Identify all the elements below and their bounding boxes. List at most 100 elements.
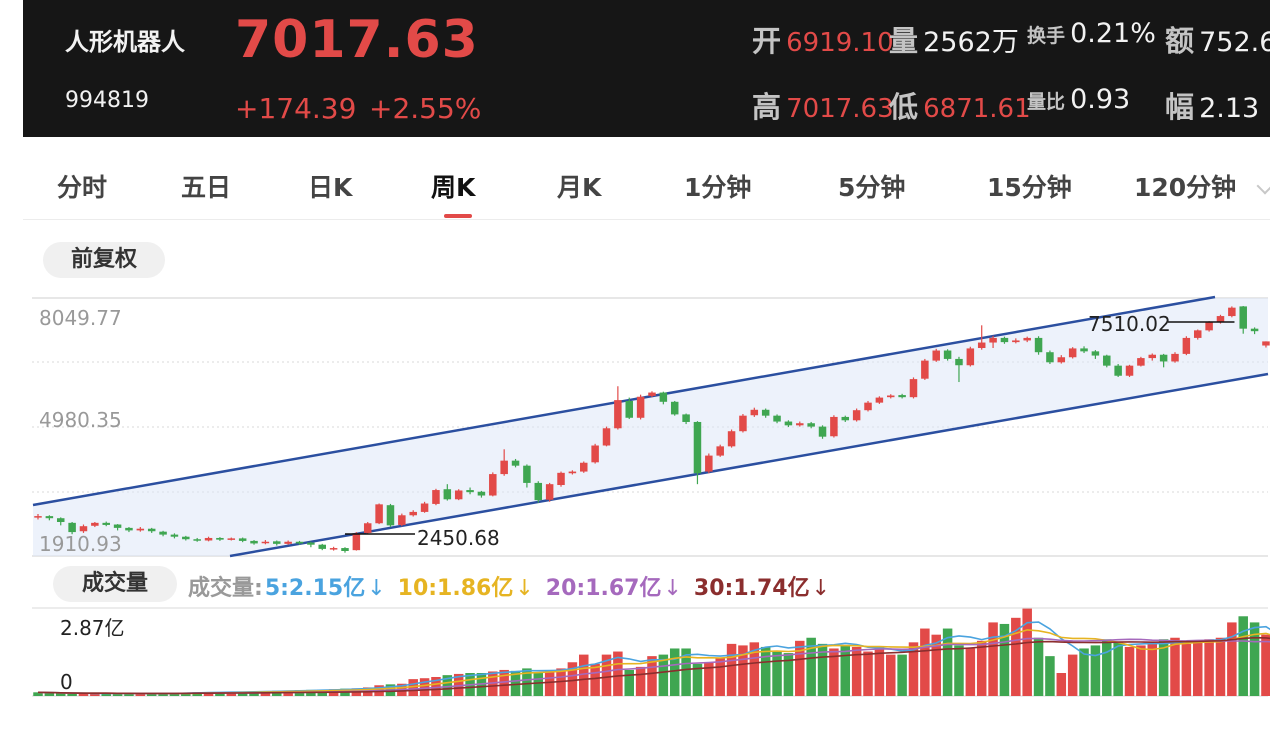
volume-bar [726,643,737,696]
volume-bar [203,692,214,696]
candle-body [250,540,258,544]
ma5-down-arrow-icon: ↓ [367,576,386,601]
tab-1min[interactable]: 1分钟 [684,173,752,202]
volume-bar [738,645,748,696]
candle-body [1000,337,1009,343]
candle-body [125,527,133,531]
ma30-down-arrow-icon: ↓ [811,576,831,601]
candles-group [34,305,1270,553]
candle-body [955,358,963,366]
candle-body [227,538,236,540]
adjust-mode-button[interactable]: 前复权 [43,242,165,278]
amount-stat: 额 752.6 [1165,18,1270,60]
candle-body [477,491,486,496]
tab-5min[interactable]: 5分钟 [838,173,906,202]
candle-body [818,426,827,437]
candle-body [295,541,304,544]
high-value: 7017.63 [786,94,894,124]
candle-body [568,471,577,474]
last-price: 7017.63 [235,10,479,70]
high-stat: 高 7017.63 [752,84,894,126]
volume-bar [192,692,202,696]
volume-ma-lines [37,621,1280,695]
volume-bar [78,693,89,696]
candle-body [238,538,247,541]
tab-five-day[interactable]: 五日 [181,173,232,202]
candle-body [693,421,702,474]
volume-bar [135,693,146,696]
candle-body [318,544,326,549]
open-value: 6919.10 [786,28,894,58]
volume-ma30-line [37,636,1280,695]
volume-bar [1249,622,1260,696]
tab-intraday[interactable]: 分时 [57,173,108,202]
volume-bar [1056,673,1067,696]
candle-body [363,523,372,533]
volume-bar [1124,646,1135,696]
volume-bar [1227,622,1237,696]
turnover-stat: 换手 0.21% [1027,18,1156,49]
volume-bar [158,693,168,696]
candle-body [443,489,452,500]
candle-body [557,472,565,486]
volume-bar [783,653,794,696]
candle-body [102,522,110,525]
volume-bar [237,691,248,696]
volume-bar [931,634,941,696]
range-label: 幅 [1165,90,1195,124]
volume-bar [67,693,77,696]
volume-bar [215,692,225,696]
trend-channel-lower [229,372,1269,558]
candle-body [204,537,213,541]
tab-weekly-k[interactable]: 周K [431,173,476,202]
candle-body [580,462,588,472]
ma10-down-arrow-icon: ↓ [515,576,534,601]
candle-body [1057,357,1066,363]
candle-body [1159,354,1168,362]
volume-bar [851,646,862,696]
low-label: 低 [889,90,919,124]
volume-bar [1238,616,1248,696]
turnover-label: 换手 [1027,25,1066,47]
index-code: 994819 [65,88,149,113]
volume-bar [1079,648,1089,696]
volume-bar [1204,639,1214,696]
volume-ma5: 5:2.15亿 [264,576,366,601]
range-stat: 幅 2.13 [1165,84,1259,126]
candle-body [170,534,179,537]
volume-bar [715,657,725,696]
candle-body [56,518,65,522]
candle-body [887,395,895,398]
candle-body [375,504,383,524]
volume-tick-zero: 0 [60,670,73,694]
price-change: +174.39 [235,92,357,125]
volume-bar [431,676,441,696]
volume-bar [1033,637,1044,696]
candle-body [113,524,122,528]
volume-indicator-button[interactable]: 成交量 [53,566,177,602]
tab-15min[interactable]: 15分钟 [987,173,1072,202]
volume-bar [613,651,623,696]
ratio-label: 量比 [1027,91,1066,113]
candle-body [1103,355,1111,366]
candle-body [534,482,543,501]
candle-body [1034,337,1043,353]
candle-body [682,414,690,422]
volume-tick-max: 2.87亿 [60,616,125,640]
candle-body [807,423,815,427]
tab-monthly-k[interactable]: 月K [557,173,602,202]
candle-body [34,516,42,518]
candle-body [841,416,850,421]
volume-bar [1192,640,1203,696]
candle-body [921,360,929,379]
volume-legend-prefix: 成交量: [188,576,263,601]
volume-bar [33,692,43,696]
volume-bar [1136,645,1146,696]
candle-body [1250,328,1259,332]
tab-120min[interactable]: 120分钟 [1134,173,1237,202]
candle-body [1023,337,1031,341]
tab-daily-k[interactable]: 日K [308,173,353,202]
candle-body [1125,365,1134,376]
volume-bar [897,654,907,696]
